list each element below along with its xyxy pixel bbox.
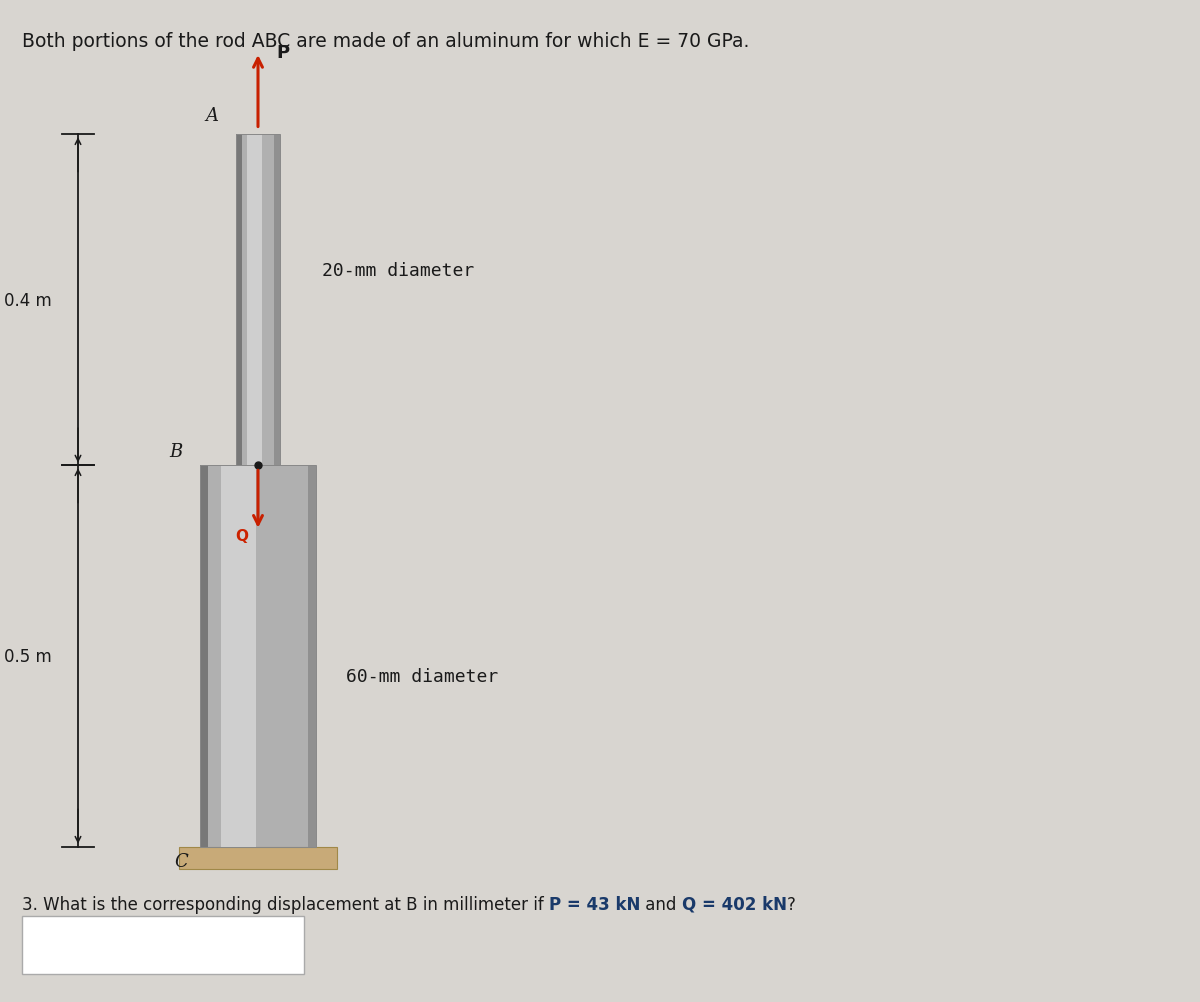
Bar: [247, 135, 263, 466]
Text: A: A: [205, 107, 218, 125]
Text: 3. What is the corresponding displacement at B in millimeter if: 3. What is the corresponding displacemen…: [22, 895, 548, 913]
Text: Q = 402 kN: Q = 402 kN: [682, 895, 787, 913]
Bar: [236, 135, 280, 466]
Text: 60-mm diameter: 60-mm diameter: [346, 667, 498, 685]
Text: 0.5 m: 0.5 m: [4, 647, 52, 665]
Text: P: P: [276, 44, 289, 62]
Text: 20-mm diameter: 20-mm diameter: [322, 262, 474, 280]
Bar: [236, 135, 241, 466]
Bar: [275, 135, 280, 466]
Bar: [221, 466, 256, 847]
Bar: [22, 916, 304, 974]
Text: Both portions of the rod ABC are made of an aluminum for which E = 70 GPa.: Both portions of the rod ABC are made of…: [22, 32, 749, 51]
Bar: [200, 466, 316, 847]
Text: and: and: [640, 895, 682, 913]
Bar: [200, 466, 209, 847]
Text: ?: ?: [787, 895, 796, 913]
Bar: [236, 135, 280, 466]
Bar: [307, 466, 316, 847]
Text: Q: Q: [235, 528, 248, 543]
Text: P = 43 kN: P = 43 kN: [548, 895, 640, 913]
Bar: [179, 847, 337, 869]
Text: C: C: [175, 852, 188, 870]
Bar: [200, 466, 316, 847]
Text: 0.4 m: 0.4 m: [4, 292, 52, 310]
Text: B: B: [169, 443, 182, 461]
